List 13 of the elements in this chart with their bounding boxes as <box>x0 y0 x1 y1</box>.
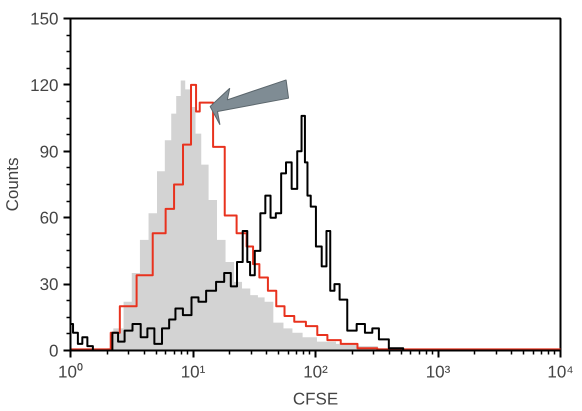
x-tick-label: 10⁰ <box>58 362 83 382</box>
x-axis-title: CFSE <box>292 390 338 408</box>
y-tick-label: 60 <box>40 208 59 228</box>
y-tick-label: 150 <box>30 10 59 28</box>
y-axis-title: Counts <box>3 158 22 212</box>
x-tick-label: 10⁴ <box>547 362 574 382</box>
y-tick-label: 90 <box>40 142 59 162</box>
x-tick-label: 10¹ <box>180 362 206 382</box>
x-tick-label: 10² <box>303 362 328 382</box>
y-tick-label: 120 <box>30 76 59 95</box>
y-tick-label: 30 <box>40 275 59 294</box>
x-tick-label: 10³ <box>426 362 451 382</box>
y-tick-label: 0 <box>49 342 59 360</box>
